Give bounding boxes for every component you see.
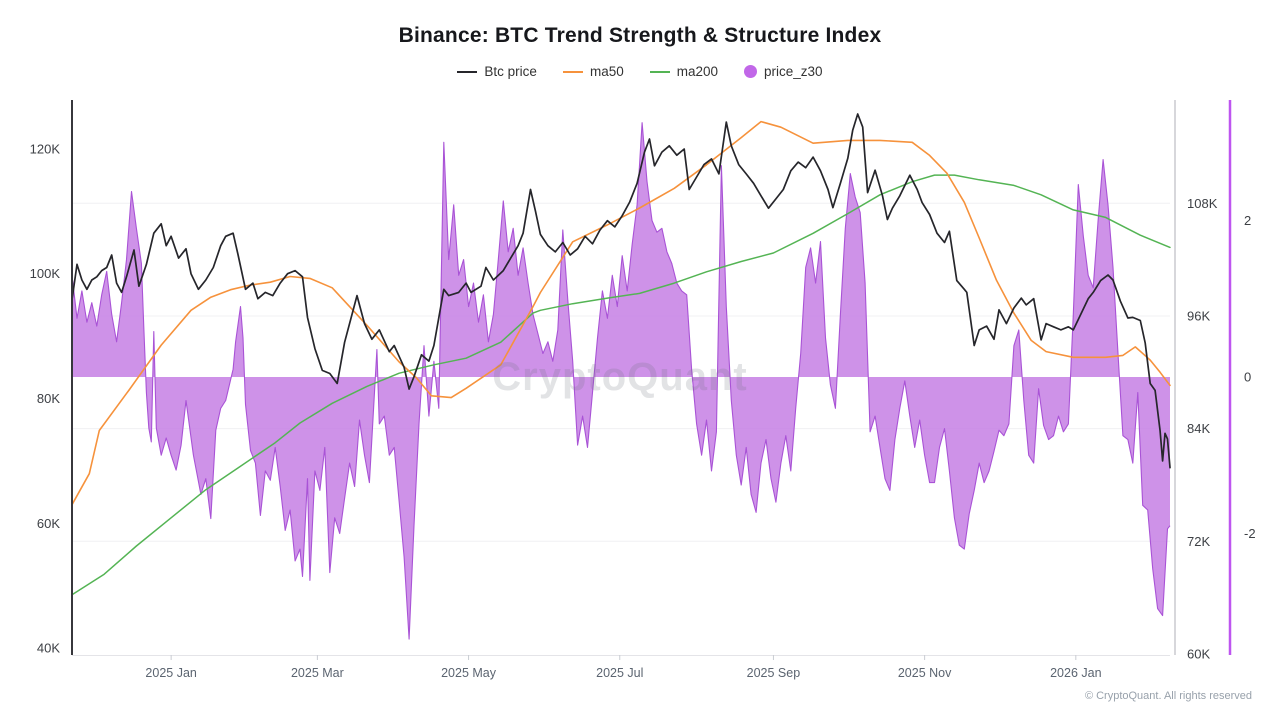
left-axis-label: 60K [37, 516, 60, 531]
left-axis-label: 120K [30, 141, 61, 156]
legend-line-marker [562, 70, 583, 73]
right-price-axis-label: 72K [1187, 534, 1210, 549]
x-tick-label: 2025 Jan [145, 666, 196, 680]
legend-item-ma200[interactable]: ma200 [649, 64, 719, 79]
legend-item-ma50[interactable]: ma50 [562, 64, 624, 79]
legend-label: ma200 [676, 64, 719, 79]
legend-line-marker [649, 70, 670, 73]
series-area-price-z30[interactable] [72, 122, 1170, 640]
right-price-axis-label: 84K [1187, 421, 1210, 436]
z-axis-label: -2 [1244, 526, 1256, 541]
legend-line-marker [457, 70, 478, 73]
x-tick-label: 2026 Jan [1050, 666, 1101, 680]
copyright-note: © CryptoQuant. All rights reserved [1084, 690, 1252, 702]
legend-circle-marker [744, 65, 758, 78]
left-axis-label: 100K [30, 266, 61, 281]
legend-label: Btc price [484, 64, 537, 79]
legend: Btc price ma50 ma200 price_z30 [0, 64, 1280, 79]
x-tick-label: 2025 Jul [596, 666, 643, 680]
z-axis-label: 0 [1244, 369, 1251, 384]
left-axis-label: 80K [37, 391, 60, 406]
series-line-price-z30[interactable] [71, 122, 1171, 640]
x-tick-label: 2025 Sep [747, 666, 801, 680]
x-tick-label: 2025 Nov [898, 666, 952, 680]
legend-label: price_z30 [764, 64, 823, 79]
chart-title: Binance: BTC Trend Strength & Structure … [398, 24, 882, 47]
x-tick-label: 2025 Mar [291, 666, 344, 680]
series-line-btc-price[interactable] [71, 113, 1171, 469]
left-axis-label: 40K [37, 641, 60, 656]
x-tick-label: 2025 May [441, 666, 497, 680]
z-axis-label: 2 [1244, 213, 1251, 228]
legend-label: ma50 [589, 64, 624, 79]
legend-item-price-z30[interactable]: price_z30 [744, 64, 823, 79]
right-price-axis-label: 108K [1187, 196, 1218, 211]
right-price-axis-label: 60K [1187, 646, 1210, 661]
legend-item-btc-price[interactable]: Btc price [457, 64, 537, 79]
series-line-ma200[interactable] [71, 174, 1171, 596]
right-price-axis-label: 96K [1187, 308, 1210, 323]
